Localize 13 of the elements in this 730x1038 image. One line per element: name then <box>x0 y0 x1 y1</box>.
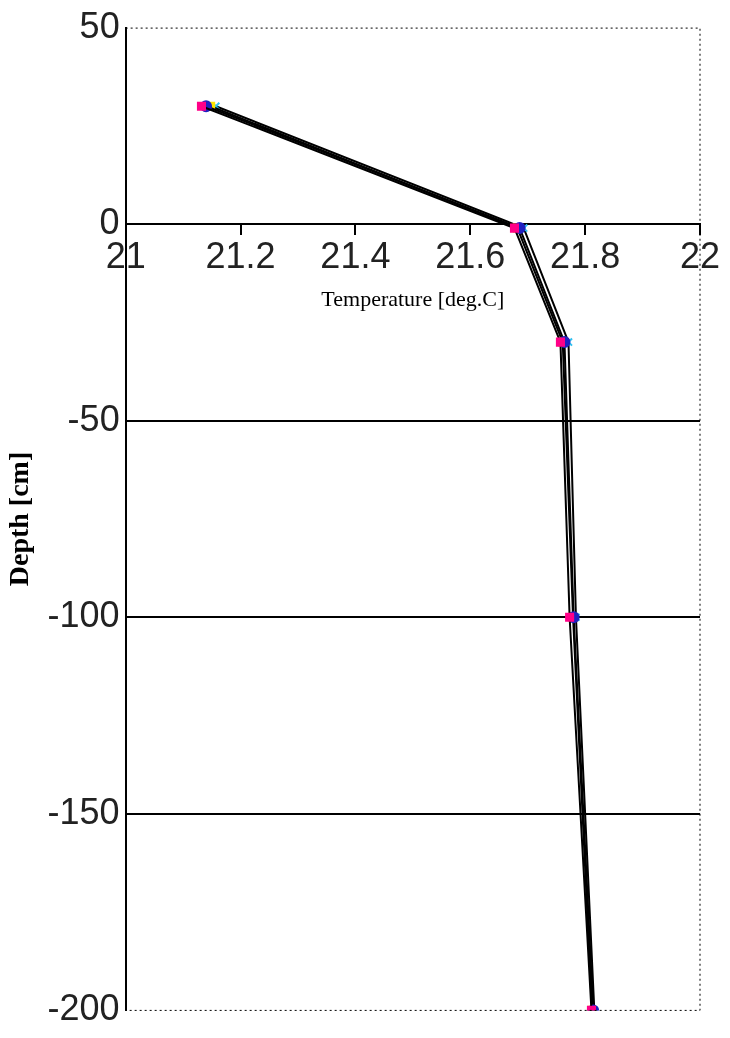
x-tick-label: 22 <box>679 234 721 276</box>
y-tick-label: -150 <box>47 790 120 832</box>
y-tick-label: -50 <box>67 397 120 439</box>
x-tick-label: 21.6 <box>435 234 506 276</box>
y-tick-label: 0 <box>99 201 120 243</box>
x-tick-label: 21.4 <box>320 234 391 276</box>
y-tick-label: -100 <box>47 594 120 636</box>
y-tick-label: 50 <box>79 4 120 46</box>
x-tick-label: 21.8 <box>550 234 621 276</box>
y-tick-label: -200 <box>47 987 120 1029</box>
x-axis-title: Temperature [deg.C] <box>321 286 505 312</box>
x-tick-label: 21.2 <box>205 234 276 276</box>
y-axis-title: Depth [cm] <box>3 451 35 587</box>
